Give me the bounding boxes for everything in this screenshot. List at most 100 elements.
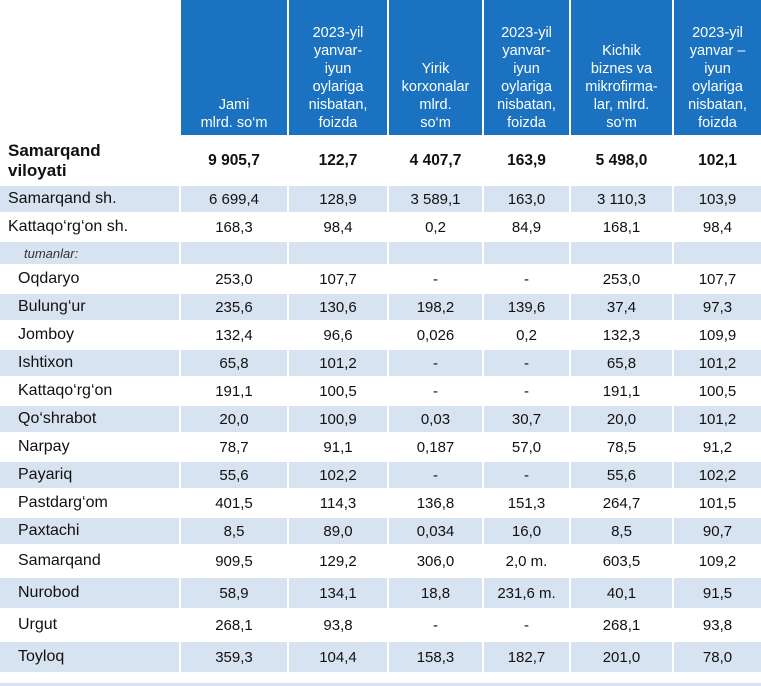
cell: 2,0 m. <box>483 545 571 578</box>
cell: 0,187 <box>388 433 484 462</box>
cell: 268,1 <box>180 609 289 642</box>
row-name: Kattaqo‘rg‘on sh. <box>0 213 181 242</box>
cell: - <box>388 349 484 378</box>
cell: 235,6 <box>180 293 289 322</box>
cell: - <box>483 377 571 406</box>
cell: 191,1 <box>570 377 674 406</box>
bottom-rule <box>0 683 761 686</box>
table-row: Qo‘shrabot 20,0 100,9 0,03 30,7 20,0 101,2 <box>0 405 761 434</box>
cell: 201,0 <box>570 641 674 674</box>
header-region <box>0 0 181 135</box>
row-name: Payariq <box>0 461 181 490</box>
table-row: Bulung‘ur 235,6 130,6 198,2 139,6 37,4 97,3 <box>0 293 761 322</box>
cell: 98,4 <box>673 213 761 242</box>
row-name: Pastdarg‘om <box>0 489 181 518</box>
row-name: Qo‘shrabot <box>0 405 181 434</box>
cell: 8,5 <box>180 517 289 546</box>
row-name: Ishtixon <box>0 349 181 378</box>
cell: 151,3 <box>483 489 571 518</box>
table-row: Urgut 268,1 93,8- -268,1 93,8 <box>0 609 761 642</box>
cell: 16,0 <box>483 517 571 546</box>
cell: 78,7 <box>180 433 289 462</box>
cell: 306,0 <box>388 545 484 578</box>
cell: 109,9 <box>673 321 761 350</box>
cell: 253,0 <box>180 265 289 294</box>
districts-label: tumanlar: <box>0 241 181 266</box>
cell: 136,8 <box>388 489 484 518</box>
row-name: Oqdaryo <box>0 265 181 294</box>
cell: - <box>483 349 571 378</box>
header-row: Jami mlrd. so‘m 2023-yil yanvar- iyun oy… <box>0 0 761 135</box>
row-name: Narpay <box>0 433 181 462</box>
cell: 93,8 <box>673 609 761 642</box>
table-row: Pastdarg‘om 401,5 114,3 136,8 151,3 264,7 101,… <box>0 489 761 518</box>
row-name: Paxtachi <box>0 517 181 546</box>
cell: 132,4 <box>180 321 289 350</box>
cell: 107,7 <box>288 265 389 294</box>
table-row: Jomboy 132,4 96,6 0,026 0,2 132,3 109,9 <box>0 321 761 350</box>
row-name: Jomboy <box>0 321 181 350</box>
cell: 40,1 <box>570 577 674 610</box>
cell: 268,1 <box>570 609 674 642</box>
districts-subheader: tumanlar: <box>0 241 761 266</box>
row-name: Nurobod <box>0 577 181 610</box>
cell: 231,6 m. <box>483 577 571 610</box>
header-small-pct: 2023-yil yanvar – iyun oylariga nisbatan… <box>673 0 761 135</box>
table-row: Toyloq 359,3 104,4 158,3 182,7 201,0 78,0 <box>0 641 761 674</box>
cell: 134,1 <box>288 577 389 610</box>
table-row: Nurobod 58,9 134,1 18,8 231,6 m. 40,1 91,5 <box>0 577 761 610</box>
cell: 5 498,0 <box>570 138 674 186</box>
cell: 163,0 <box>483 185 571 214</box>
cell: 128,9 <box>288 185 389 214</box>
cell: 909,5 <box>180 545 289 578</box>
cell: 0,026 <box>388 321 484 350</box>
cell: 4 407,7 <box>388 138 484 186</box>
cell: 104,4 <box>288 641 389 674</box>
cell: 6 699,4 <box>180 185 289 214</box>
cell: 91,2 <box>673 433 761 462</box>
cell: - <box>483 609 571 642</box>
cell: 198,2 <box>388 293 484 322</box>
cell: 65,8 <box>180 349 289 378</box>
row-name: Bulung‘ur <box>0 293 181 322</box>
cell: 253,0 <box>570 265 674 294</box>
cell: 100,5 <box>288 377 389 406</box>
row-name: Toyloq <box>0 641 181 674</box>
cell: - <box>388 265 484 294</box>
cell: 168,3 <box>180 213 289 242</box>
cell: 91,5 <box>673 577 761 610</box>
header-large-enterprises: Yirik korxonalar mlrd. so‘m <box>388 0 484 135</box>
cell: 122,7 <box>288 138 389 186</box>
cell: 158,3 <box>388 641 484 674</box>
cell: 98,4 <box>288 213 389 242</box>
cell: 30,7 <box>483 405 571 434</box>
cell: 132,3 <box>570 321 674 350</box>
cell: 89,0 <box>288 517 389 546</box>
cell: 0,03 <box>388 405 484 434</box>
cell: 57,0 <box>483 433 571 462</box>
cell: 101,5 <box>673 489 761 518</box>
cell: - <box>483 461 571 490</box>
cell: 168,1 <box>570 213 674 242</box>
table-row: Payariq 55,6 102,2- -55,6 102,2 <box>0 461 761 490</box>
cell: 20,0 <box>570 405 674 434</box>
cell: 102,1 <box>673 138 761 186</box>
cell: 37,4 <box>570 293 674 322</box>
cell: 139,6 <box>483 293 571 322</box>
cell: - <box>483 265 571 294</box>
table-row: Paxtachi 8,5 89,0 0,034 16,0 8,5 90,7 <box>0 517 761 546</box>
cell: 101,2 <box>673 349 761 378</box>
cell: 9 905,7 <box>180 138 289 186</box>
cell: 101,2 <box>673 405 761 434</box>
table-row: Samarqand sh. 6 699,4 128,9 3 589,1 163,… <box>0 185 761 214</box>
cell: 78,5 <box>570 433 674 462</box>
cell: 109,2 <box>673 545 761 578</box>
cell: 91,1 <box>288 433 389 462</box>
cell: 0,034 <box>388 517 484 546</box>
cell: 130,6 <box>288 293 389 322</box>
cell: 18,8 <box>388 577 484 610</box>
table-row: Ishtixon 65,8 101,2- -65,8 101,2 <box>0 349 761 378</box>
table-row: Oqdaryo 253,0 107,7- -253,0 107,7 <box>0 265 761 294</box>
cell: 107,7 <box>673 265 761 294</box>
table-row: Narpay 78,7 91,1 0,187 57,0 78,5 91,2 <box>0 433 761 462</box>
